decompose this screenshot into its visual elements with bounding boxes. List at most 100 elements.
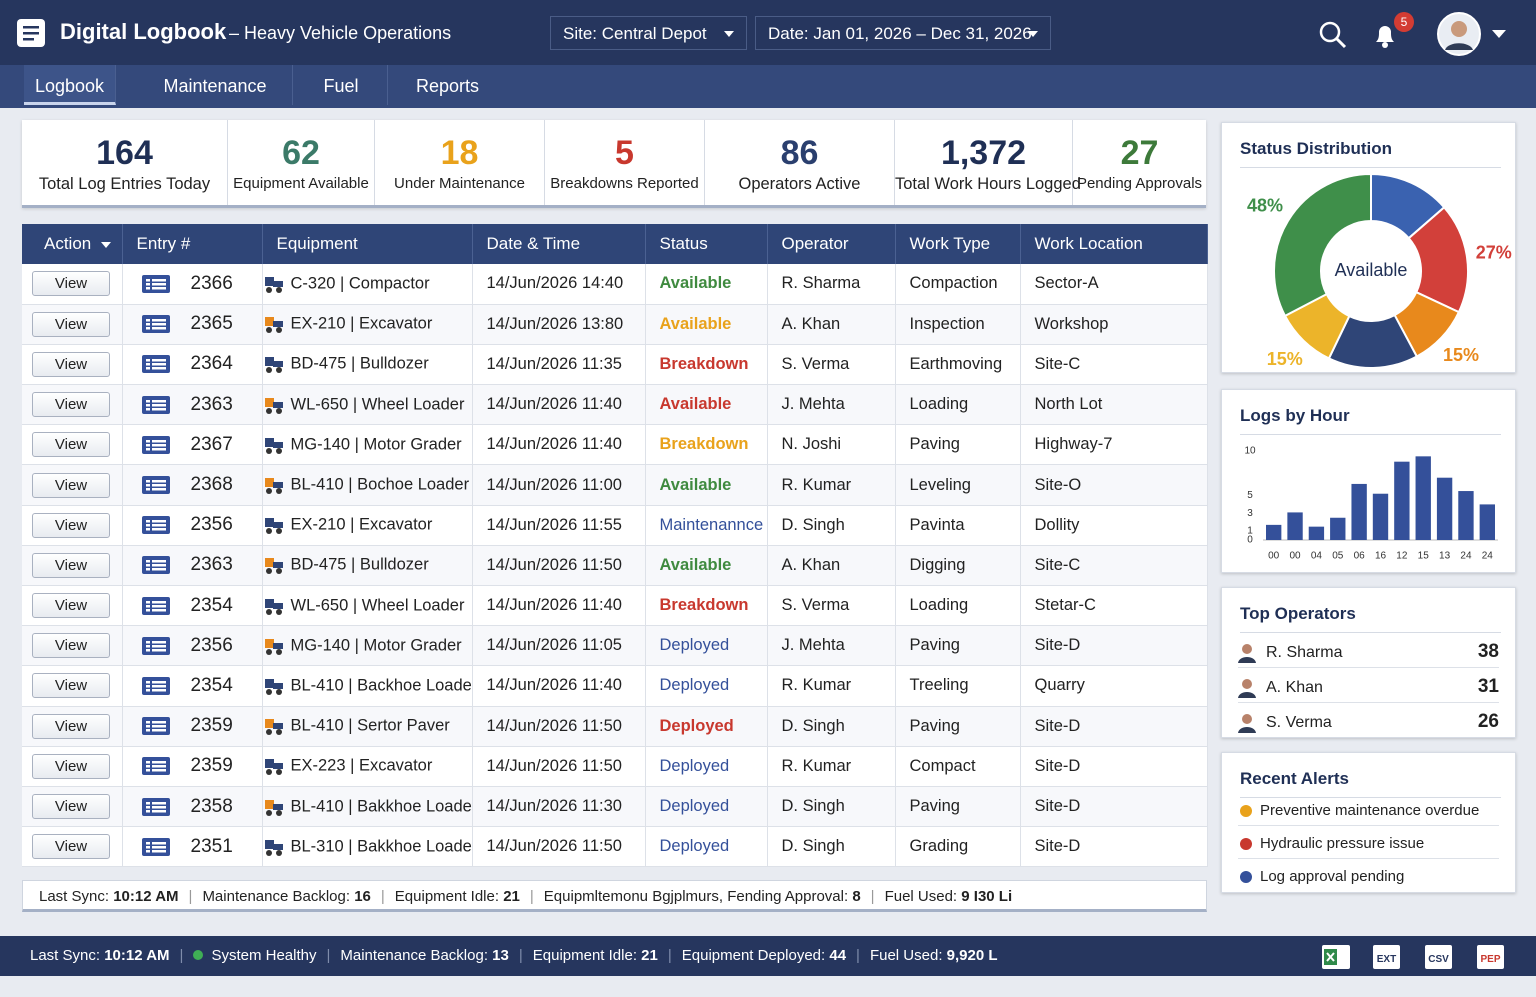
entry-icon [141, 355, 170, 374]
work-type-cell: Earthmoving [895, 344, 1021, 386]
column-header-text: Entry # [136, 234, 191, 253]
column-header: Entry # [122, 224, 263, 264]
export-label: EXT [1376, 954, 1397, 965]
top-operators-panel: Top Operators R. Sharma 38 A. Khan 31 S. Verm… [1221, 587, 1516, 738]
bar [1287, 512, 1303, 540]
summary-value: 13 [492, 947, 509, 964]
operator-count: 38 [1477, 641, 1499, 662]
entry-cell: 2356 [122, 625, 263, 667]
action-cell: View [22, 304, 123, 345]
user-menu-caret[interactable] [1492, 30, 1506, 38]
action-cell: View [22, 545, 123, 587]
view-button[interactable]: View [32, 311, 110, 337]
site-filter[interactable]: Site: Central Depot [550, 16, 747, 50]
nav-tab[interactable]: Reports [415, 76, 480, 96]
log-row: View 2356 MG-140 | Motor Grader 14/Jun/2026… [22, 625, 1208, 667]
view-button[interactable]: View [32, 392, 110, 418]
summary-value: 9 I30 Li [961, 888, 1013, 905]
kpi-value: 164 [96, 134, 153, 172]
entry-icon [141, 676, 170, 695]
view-button[interactable]: View [32, 432, 110, 458]
equipment-name: MG-140 | Motor Grader [290, 636, 462, 655]
notifications-button[interactable] [1370, 20, 1400, 50]
segment-label: 15% [1267, 349, 1303, 369]
nav-tab[interactable]: Fuel [295, 65, 388, 105]
equipment-name: MG-140 | Motor Grader [290, 435, 462, 454]
column-header[interactable]: Action [22, 224, 123, 264]
entry-cell: 2363 [122, 545, 263, 587]
equipment-name: BL-410 | Bakkhoe Loader [290, 797, 472, 816]
datetime-cell: 14/Jun/2026 14:40 [472, 264, 646, 305]
datetime-cell: 14/Jun/2026 13:80 [472, 304, 646, 345]
x-tick-label: 13 [1439, 551, 1451, 562]
operator-cell: D. Singh [767, 826, 896, 868]
view-button[interactable]: View [32, 593, 110, 619]
log-row: View 2366 C-320 | Compactor 14/Jun/2026 14:… [22, 264, 1208, 305]
equipment-cell: BL-410 | Bakkhoe Loader [262, 786, 473, 828]
view-button[interactable]: View [32, 512, 110, 538]
equipment-icon [264, 678, 283, 695]
summary-label: Last Sync: [30, 947, 101, 964]
view-button[interactable]: View [32, 552, 110, 578]
kpi-value: 86 [780, 134, 819, 172]
view-button[interactable]: View [32, 472, 110, 498]
export-button[interactable]: PEP [1477, 945, 1504, 969]
location-cell: Quarry [1020, 665, 1208, 707]
view-button[interactable]: View [32, 834, 110, 860]
nav-tab[interactable]: Logbook [24, 65, 116, 105]
search-button[interactable] [1318, 20, 1348, 50]
view-button[interactable]: View [32, 351, 110, 377]
export-label: PEP [1480, 954, 1501, 965]
logs-by-hour-panel: Logs by Hour 0 1 3 5 10 00 00 04 05 06 16 12 15 13 24 24 [1221, 389, 1516, 573]
header-row: Action Entry # Equipment Date & Time Status O… [22, 224, 1208, 264]
location-cell: Stetar-C [1020, 585, 1208, 627]
view-button[interactable]: View [32, 753, 110, 779]
action-cell: View [22, 625, 123, 667]
x-tick-label: 06 [1354, 551, 1366, 562]
location-cell: Dollity [1020, 505, 1208, 546]
view-button[interactable]: View [32, 673, 110, 699]
column-header-text: Equipment [276, 234, 358, 253]
kpi-label: Under Maintenance [394, 175, 525, 192]
view-button[interactable]: View [32, 713, 110, 739]
panel-title: Recent Alerts [1240, 769, 1501, 798]
summary-label: Equipment Idle: [532, 947, 637, 964]
log-row: View 2358 BL-410 | Bakkhoe Loader 14/Jun/20… [22, 786, 1208, 828]
alert-dot [1240, 838, 1252, 850]
column-header: Work Location [1020, 224, 1208, 264]
entry-number: 2356 [190, 634, 233, 656]
date-filter[interactable]: Date: Jan 01, 2026 – Dec 31, 2026 [755, 16, 1051, 50]
work-type-cell: Compact [895, 746, 1021, 787]
operator-cell: R. Sharma [767, 264, 896, 305]
entry-icon [141, 435, 170, 454]
entry-icon [141, 395, 170, 414]
equipment-name: BL-410 | Bochoe Loader [290, 475, 470, 494]
datetime-cell: 14/Jun/2026 11:30 [472, 786, 646, 828]
location-cell: Site-D [1020, 706, 1208, 747]
equipment-icon [264, 397, 283, 414]
view-button[interactable]: View [32, 271, 110, 297]
view-button[interactable]: View [32, 633, 110, 659]
export-button[interactable]: CSV [1425, 945, 1452, 969]
table-head: Action Entry # Equipment Date & Time Status O… [22, 224, 1208, 264]
x-tick-label: 24 [1460, 551, 1472, 562]
action-cell: View [22, 264, 123, 305]
entry-number: 2368 [190, 474, 233, 496]
operator-cell: S. Verma [767, 585, 896, 627]
entry-cell: 2354 [122, 585, 263, 627]
action-cell: View [22, 665, 123, 707]
action-cell: View [22, 786, 123, 828]
kpi-card: 5 Breakdowns Reported [545, 120, 705, 205]
log-row: View 2354 BL-410 | Backhoe Loader 14/Jun/20… [22, 665, 1208, 707]
excel-export-button[interactable] [1322, 945, 1350, 969]
y-tick-label: 10 [1244, 446, 1256, 457]
log-row: View 2363 BD-475 | Bulldozer 14/Jun/2026 11… [22, 545, 1208, 587]
export-button[interactable]: EXT [1373, 945, 1400, 969]
view-button[interactable]: View [32, 794, 110, 820]
column-header: Operator [767, 224, 896, 264]
nav-tab[interactable]: Maintenance [138, 65, 293, 105]
operator-cell: N. Joshi [767, 424, 896, 466]
user-avatar[interactable] [1437, 12, 1481, 56]
status-cell: Maintenannce [645, 505, 768, 546]
